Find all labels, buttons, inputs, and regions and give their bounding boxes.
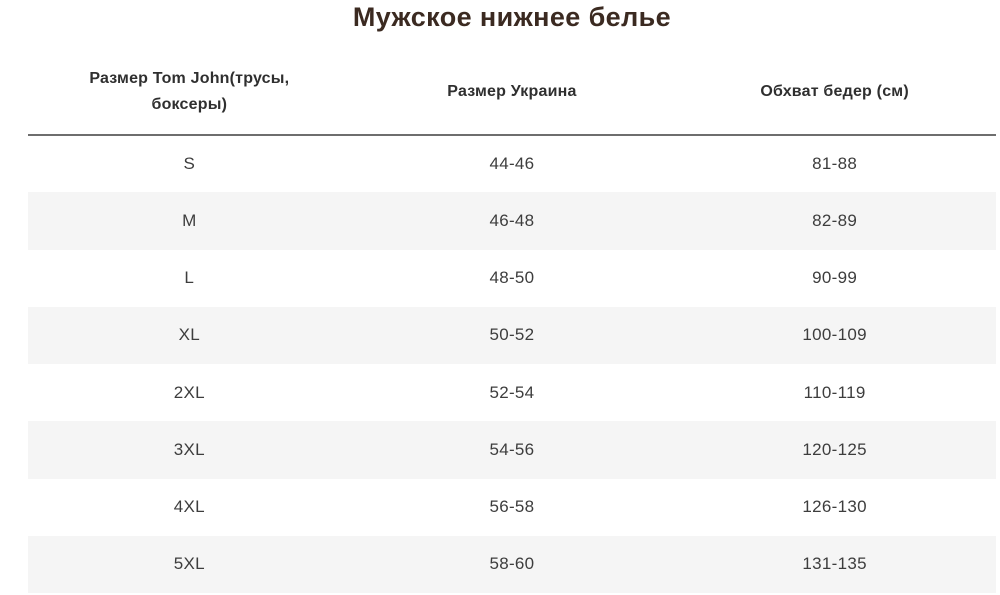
cell-ukraine-size: 50-52 [489,325,535,345]
cell-hip-circumference: 81-88 [812,154,858,174]
cell-brand-size: L [184,268,195,288]
cell-ukraine-size: 54-56 [489,439,535,459]
cell-brand-size: M [182,210,197,230]
column-header-brand-size: Размер Tom John(трусы, боксеры) [28,50,351,136]
cell-hip-circumference: 90-99 [812,268,858,288]
cell-brand-size: 3XL [173,439,205,459]
column-header-label: Размер Украина [447,83,577,101]
table-row: 2XL 52-54 110-119 [28,364,996,421]
cell-brand-size: XL [178,325,201,345]
size-table: Размер Tom John(трусы, боксеры) Размер У… [28,50,996,593]
table-row: 3XL 54-56 120-125 [28,421,996,479]
cell-hip-circumference: 120-125 [802,439,867,459]
column-header-ukraine-size: Размер Украина [350,50,674,136]
cell-brand-size: 5XL [173,554,205,574]
table-row: 5XL 58-60 131-135 [28,535,996,593]
column-header-label: Обхват бедер (см) [760,83,909,101]
table-row: M 46-48 82-89 [28,192,996,250]
cell-ukraine-size: 52-54 [489,382,535,402]
column-header-hip-circumference: Обхват бедер (см) [673,50,996,136]
table-row: 4XL 56-58 126-130 [28,479,996,536]
table-row: L 48-50 90-99 [28,250,996,307]
cell-hip-circumference: 110-119 [803,382,866,402]
column-header-label: Размер Tom John(трусы, боксеры) [89,70,290,113]
cell-hip-circumference: 126-130 [802,497,867,517]
page-title: Мужское нижнее белье [352,2,672,32]
cell-ukraine-size: 58-60 [489,554,535,574]
cell-brand-size: S [183,154,196,174]
table-row: XL 50-52 100-109 [28,306,996,364]
size-chart-section: Мужское нижнее белье Размер Tom John(тру… [28,0,996,593]
cell-ukraine-size: 48-50 [489,268,535,288]
cell-hip-circumference: 131-135 [802,554,867,574]
cell-brand-size: 2XL [173,382,205,402]
cell-hip-circumference: 100-109 [802,325,867,345]
table-row: S 44-46 81-88 [28,135,996,192]
cell-brand-size: 4XL [173,497,205,517]
table-header-row: Размер Tom John(трусы, боксеры) Размер У… [28,50,996,136]
cell-ukraine-size: 44-46 [489,154,535,174]
cell-ukraine-size: 56-58 [489,497,535,517]
cell-ukraine-size: 46-48 [489,210,535,230]
cell-hip-circumference: 82-89 [812,210,858,230]
